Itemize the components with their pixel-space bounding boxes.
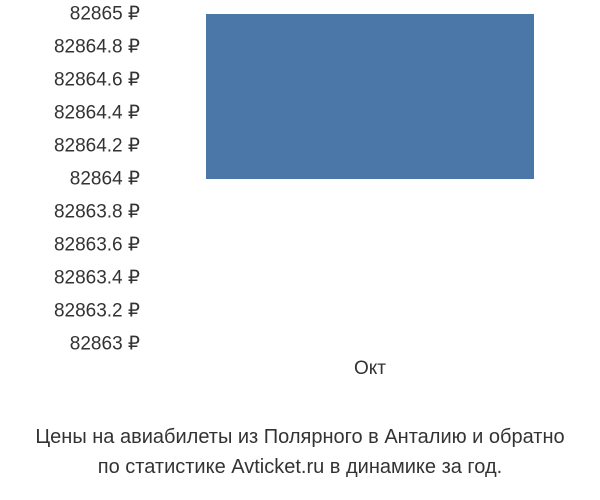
- bar: [206, 14, 534, 179]
- plot-area: [160, 14, 580, 344]
- y-tick-label: 82863.4 ₽: [54, 267, 140, 290]
- y-tick-label: 82863.8 ₽: [54, 201, 140, 224]
- y-tick-label: 82865 ₽: [70, 3, 140, 26]
- price-chart: 82865 ₽ 82864.8 ₽ 82864.6 ₽ 82864.4 ₽ 82864.…: [0, 0, 600, 500]
- y-tick-label: 82864.2 ₽: [54, 135, 140, 158]
- y-tick-label: 82864.6 ₽: [54, 69, 140, 92]
- caption-line-1: Цены на авиабилеты из Полярного в Антали…: [35, 426, 564, 448]
- y-tick-label: 82864.8 ₽: [54, 36, 140, 59]
- y-tick-label: 82863.2 ₽: [54, 300, 140, 323]
- y-tick-label: 82863.6 ₽: [54, 234, 140, 257]
- y-tick-label: 82863 ₽: [70, 333, 140, 356]
- caption-line-2: по статистике Avticket.ru в динамике за …: [98, 456, 502, 478]
- x-tick-label: Окт: [354, 358, 386, 380]
- y-tick-label: 82864.4 ₽: [54, 102, 140, 125]
- y-tick-label: 82864 ₽: [70, 168, 140, 191]
